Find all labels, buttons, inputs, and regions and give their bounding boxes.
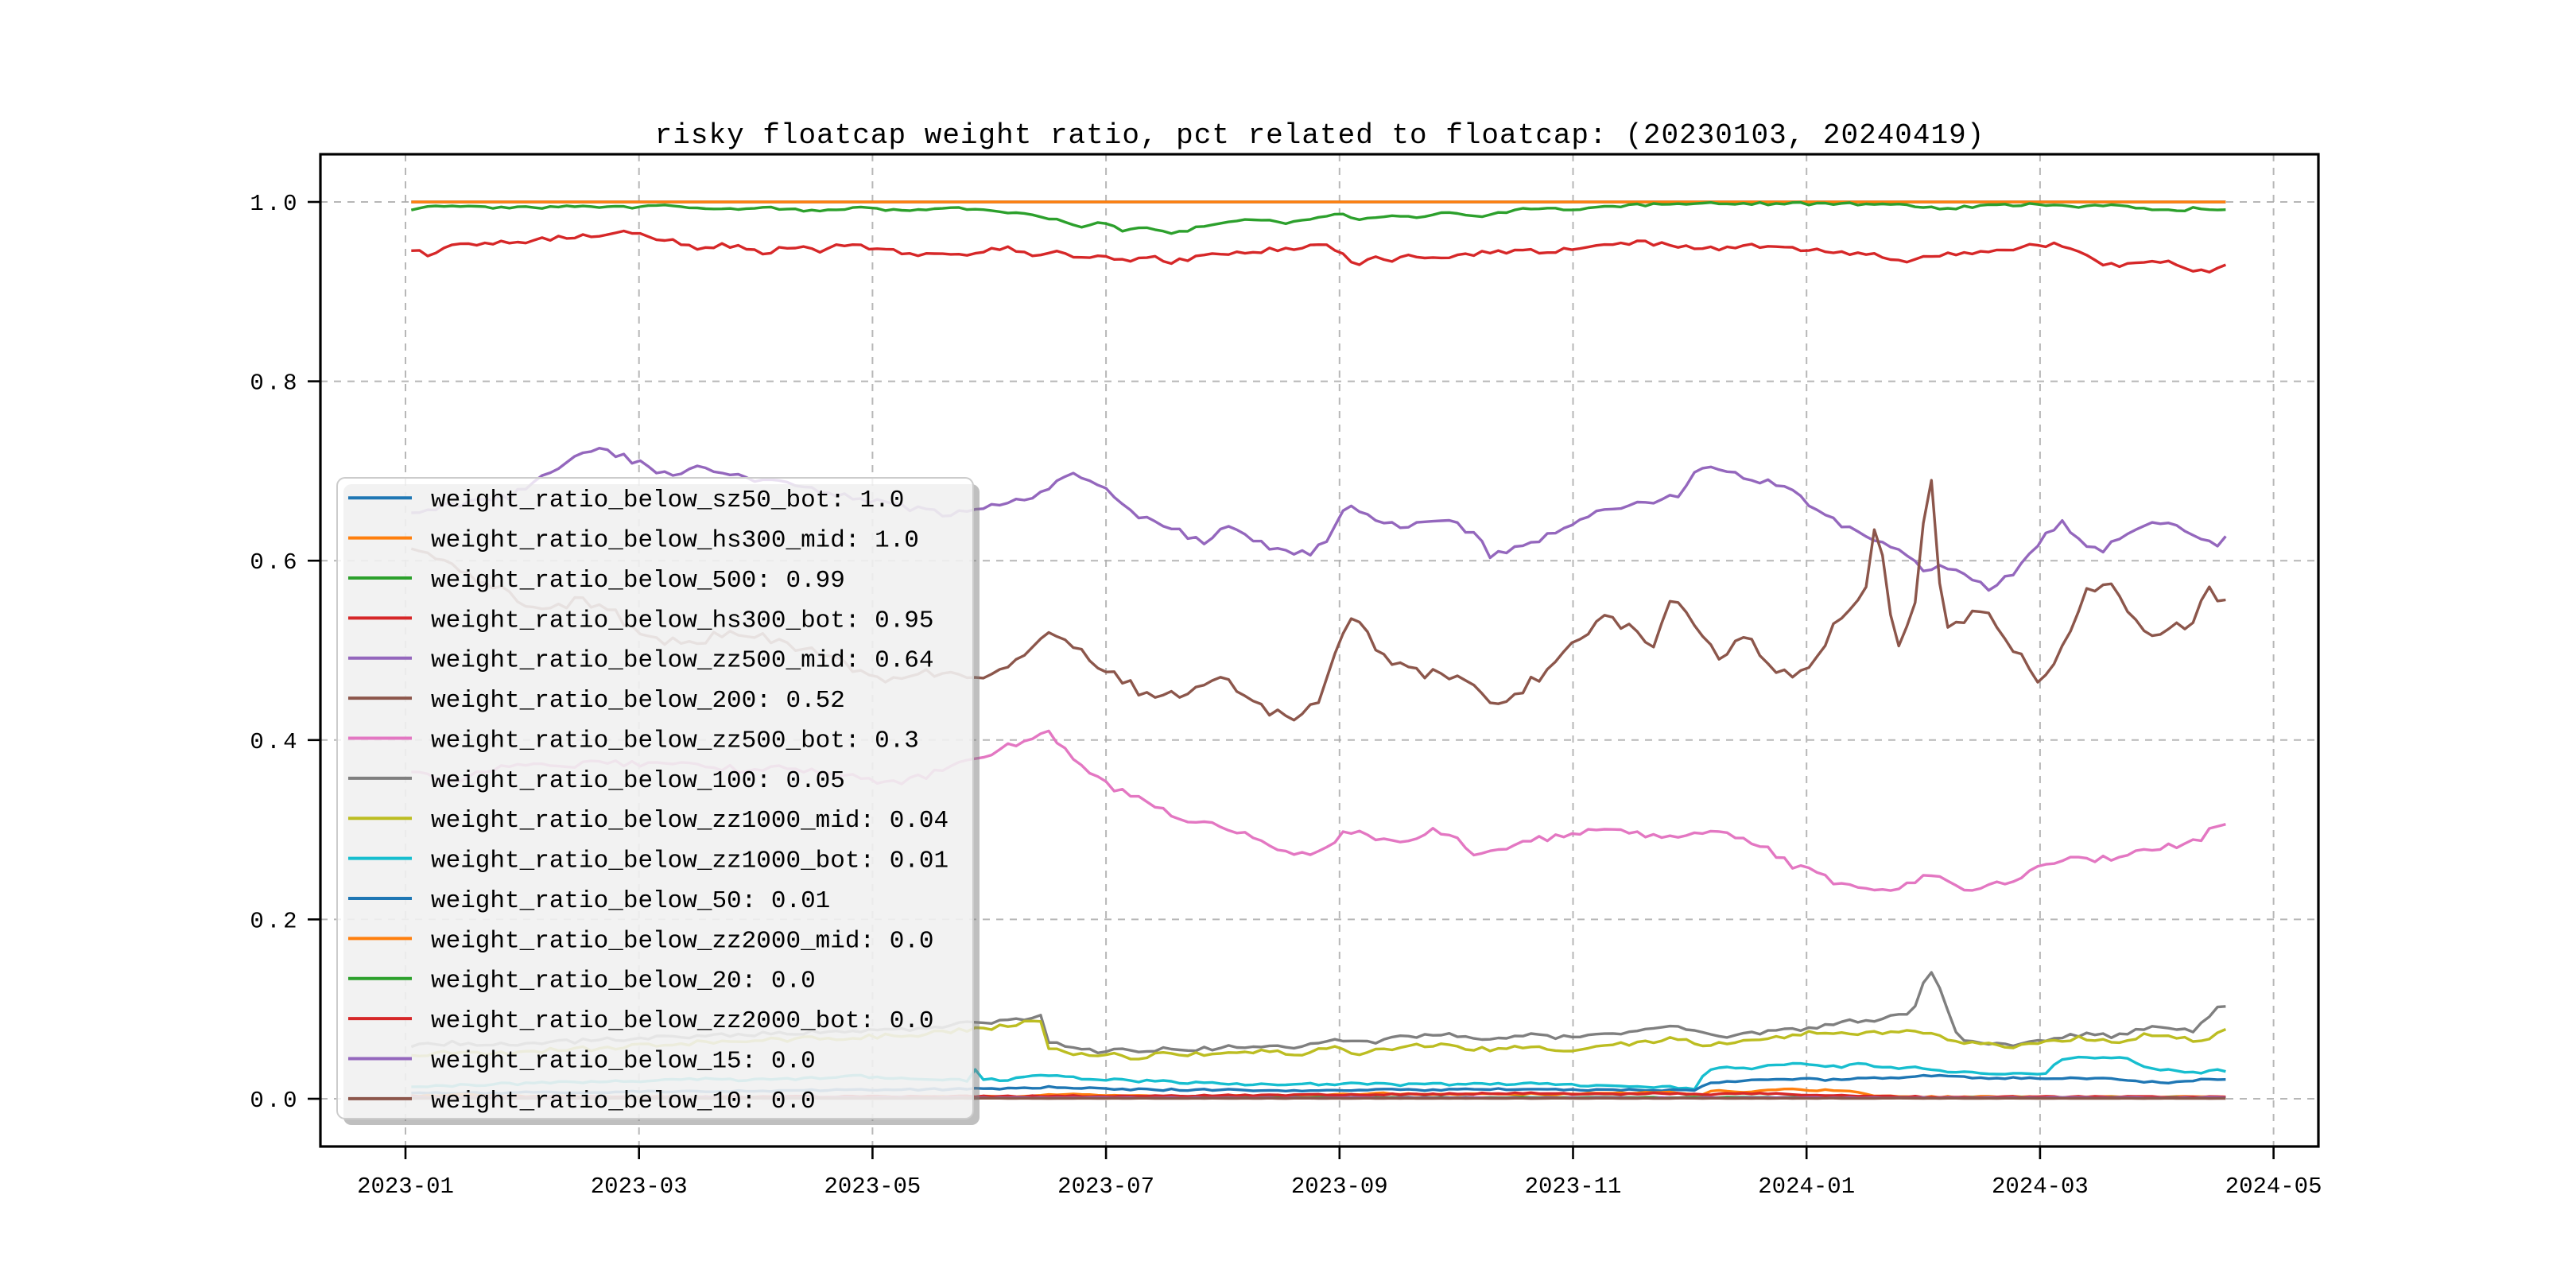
legend-label: weight_ratio_below_zz500_bot: 0.3 (431, 727, 919, 755)
x-tick-label: 2024-05 (2225, 1174, 2322, 1200)
y-tick-label: 0.6 (250, 549, 300, 576)
legend-label: weight_ratio_below_500: 0.99 (431, 567, 845, 595)
x-tick-label: 2024-03 (1992, 1174, 2089, 1200)
legend-row: weight_ratio_below_zz500_bot: 0.3 (348, 727, 919, 755)
x-tick-label: 2024-01 (1758, 1174, 1855, 1200)
legend-label: weight_ratio_below_sz50_bot: 1.0 (431, 487, 904, 514)
y-tick-label: 0.4 (250, 729, 300, 755)
legend-label: weight_ratio_below_hs300_mid: 1.0 (431, 527, 919, 555)
series-weight_ratio_below_500-line (410, 200, 2226, 235)
legend-row: weight_ratio_below_hs300_mid: 1.0 (348, 527, 919, 555)
x-tick-label: 2023-07 (1057, 1174, 1154, 1200)
legend-label: weight_ratio_below_zz1000_mid: 0.04 (431, 807, 949, 835)
legend-row: weight_ratio_below_500: 0.99 (348, 567, 845, 595)
y-tick-label: 0.8 (250, 370, 300, 397)
legend-row: weight_ratio_below_sz50_bot: 1.0 (348, 487, 904, 514)
legend-label: weight_ratio_below_20: 0.0 (431, 968, 816, 995)
y-tick-label: 0.2 (250, 908, 300, 934)
legend-label: weight_ratio_below_hs300_bot: 0.95 (431, 607, 934, 634)
series-lines (410, 200, 2227, 1100)
series-weight_ratio_below_hs300_bot-line (411, 229, 2227, 274)
legend: weight_ratio_below_sz50_bot: 1.0 weight_r… (336, 477, 980, 1125)
legend-label: weight_ratio_below_15: 0.0 (431, 1047, 816, 1075)
legend-box (336, 477, 974, 1119)
legend-row: weight_ratio_below_zz2000_bot: 0.0 (348, 1007, 934, 1035)
legend-row: weight_ratio_below_zz1000_bot: 0.01 (348, 848, 949, 875)
x-tick-label: 2023-11 (1525, 1174, 1622, 1200)
x-tick-label: 2023-03 (591, 1174, 688, 1200)
legend-label: weight_ratio_below_zz2000_mid: 0.0 (431, 927, 934, 955)
legend-row: weight_ratio_below_200: 0.52 (348, 687, 845, 715)
legend-row: weight_ratio_below_10: 0.0 (348, 1088, 816, 1115)
x-tick-label: 2023-01 (357, 1174, 454, 1200)
legend-row: weight_ratio_below_15: 0.0 (348, 1047, 816, 1075)
plot-border (319, 153, 2320, 1148)
legend-row: weight_ratio_below_zz2000_mid: 0.0 (348, 927, 934, 955)
axis-ticks: 2023-01 2023-03 2023-05 2023-07 2023-09 2023-… (250, 191, 2322, 1200)
legend-label: weight_ratio_below_zz2000_bot: 0.0 (431, 1007, 934, 1035)
legend-row: weight_ratio_below_zz500_mid: 0.64 (348, 647, 934, 675)
chart-title: risky floatcap weight ratio, pct related… (655, 119, 1985, 152)
series-weight_ratio_below_zz500_mid-line (411, 447, 2227, 592)
legend-label: weight_ratio_below_zz500_mid: 0.64 (431, 647, 934, 675)
legend-label: weight_ratio_below_50: 0.01 (431, 887, 830, 915)
legend-label: weight_ratio_below_10: 0.0 (431, 1088, 816, 1115)
y-tick-label: 0.0 (250, 1088, 300, 1114)
legend-row: weight_ratio_below_20: 0.0 (348, 968, 816, 995)
x-tick-label: 2023-09 (1291, 1174, 1388, 1200)
y-tick-label: 1.0 (250, 191, 300, 217)
legend-row: weight_ratio_below_100: 0.05 (348, 767, 845, 795)
x-tick-label: 2023-05 (824, 1174, 921, 1200)
legend-row: weight_ratio_below_zz1000_mid: 0.04 (348, 807, 949, 835)
legend-label: weight_ratio_below_200: 0.52 (431, 687, 845, 715)
legend-row: weight_ratio_below_hs300_bot: 0.95 (348, 607, 934, 634)
legend-label: weight_ratio_below_100: 0.05 (431, 767, 845, 795)
legend-label: weight_ratio_below_zz1000_bot: 0.01 (431, 848, 949, 875)
legend-row: weight_ratio_below_50: 0.01 (348, 887, 830, 915)
